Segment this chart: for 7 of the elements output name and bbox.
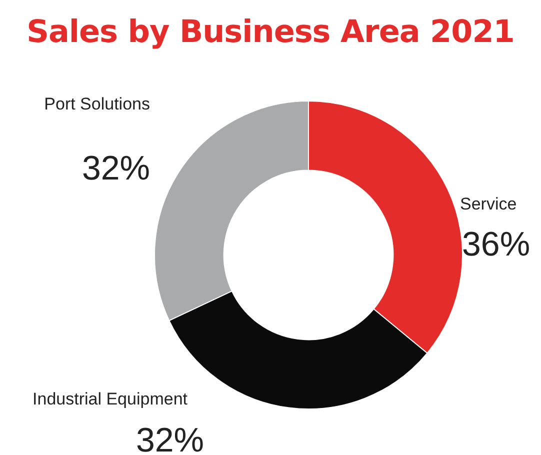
slice-label: Port Solutions — [44, 94, 150, 114]
data-label: 32% — [136, 421, 204, 455]
data-label: 32% — [82, 149, 150, 188]
slice-label: Industrial Equipment — [32, 390, 188, 409]
data-label: 36% — [462, 225, 530, 264]
chart-title: Sales by Business Area 2021 — [26, 14, 516, 50]
slice-label: Service — [460, 194, 517, 214]
